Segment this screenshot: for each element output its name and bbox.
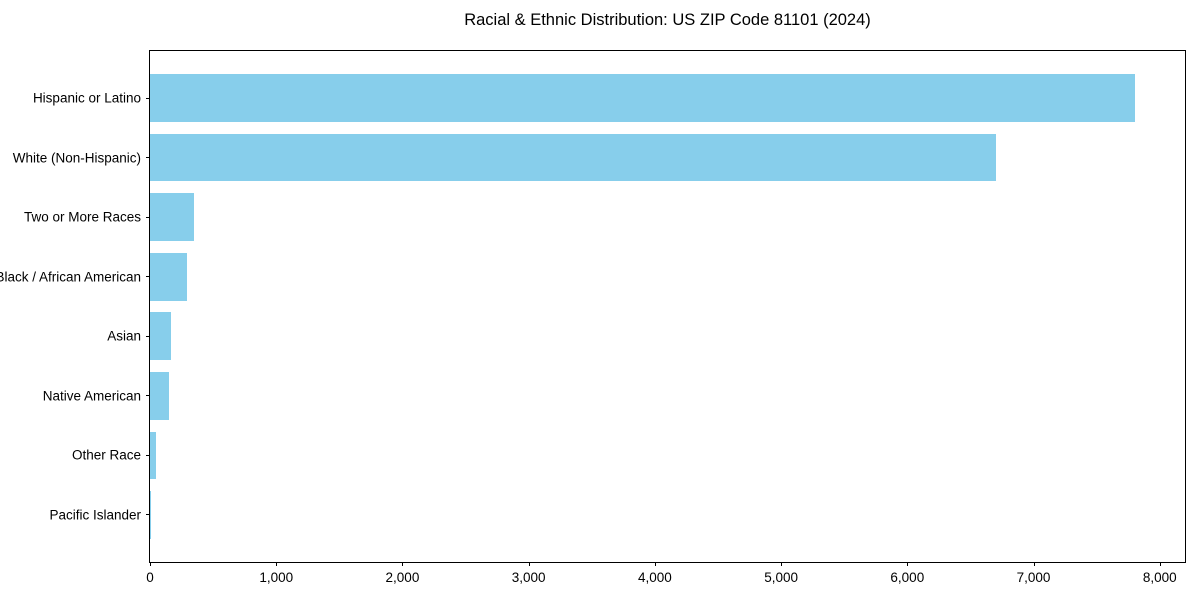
bar-two-or-more-races [150,193,195,241]
ytick-mark [146,97,150,99]
ytick-label-native-american: Native American [42,388,141,404]
xtick-label-5000: 5,000 [764,570,798,585]
bar-pacific-islander [150,491,151,539]
xtick-mark [907,562,909,566]
xtick-mark [276,562,278,566]
ytick-label-hispanic-or-latino: Hispanic or Latino [32,90,141,106]
bar-white-non-hispanic [150,133,996,182]
xtick-mark [654,562,656,566]
xtick-label-3000: 3,000 [511,570,546,585]
ytick-mark [146,157,150,159]
ytick-label-two-or-more-races: Two or More Races [23,209,141,225]
bar-other-race [150,431,156,480]
ytick-label-black-african-american: Black / African American [0,269,141,285]
xtick-mark [1033,562,1035,566]
xtick-label-7000: 7,000 [1016,570,1051,585]
xtick-label-8000: 8,000 [1142,570,1177,585]
xtick-mark [1159,562,1161,566]
xtick-mark [402,562,404,566]
xtick-mark [528,562,530,566]
ytick-label-pacific-islander: Pacific Islander [49,507,141,523]
xtick-mark [781,562,783,566]
ytick-mark [146,216,150,218]
ytick-label-other-race: Other Race [71,447,141,463]
ytick-label-white-non-hispanic: White (Non-Hispanic) [12,150,141,166]
ytick-mark [146,454,150,456]
xtick-label-1000: 1,000 [259,570,294,585]
chart-title: Racial & Ethnic Distribution: US ZIP Cod… [464,11,871,29]
ytick-label-asian: Asian [107,328,141,344]
bar-asian [150,312,172,361]
bar-native-american [150,372,169,420]
bar-black-african-american [150,252,187,301]
xtick-mark [150,562,151,566]
bar-hispanic-or-latino [150,74,1135,122]
xtick-label-4000: 4,000 [637,570,672,585]
ytick-mark [146,514,150,516]
xtick-label-2000: 2,000 [385,570,420,585]
plot-area: Hispanic or Latino White (Non-Hispanic) Tw… [0,50,1186,585]
ytick-mark [146,335,150,337]
ytick-mark [146,276,150,278]
ytick-mark [146,395,150,397]
xtick-label-0: 0 [146,570,154,585]
xtick-label-6000: 6,000 [890,570,925,585]
